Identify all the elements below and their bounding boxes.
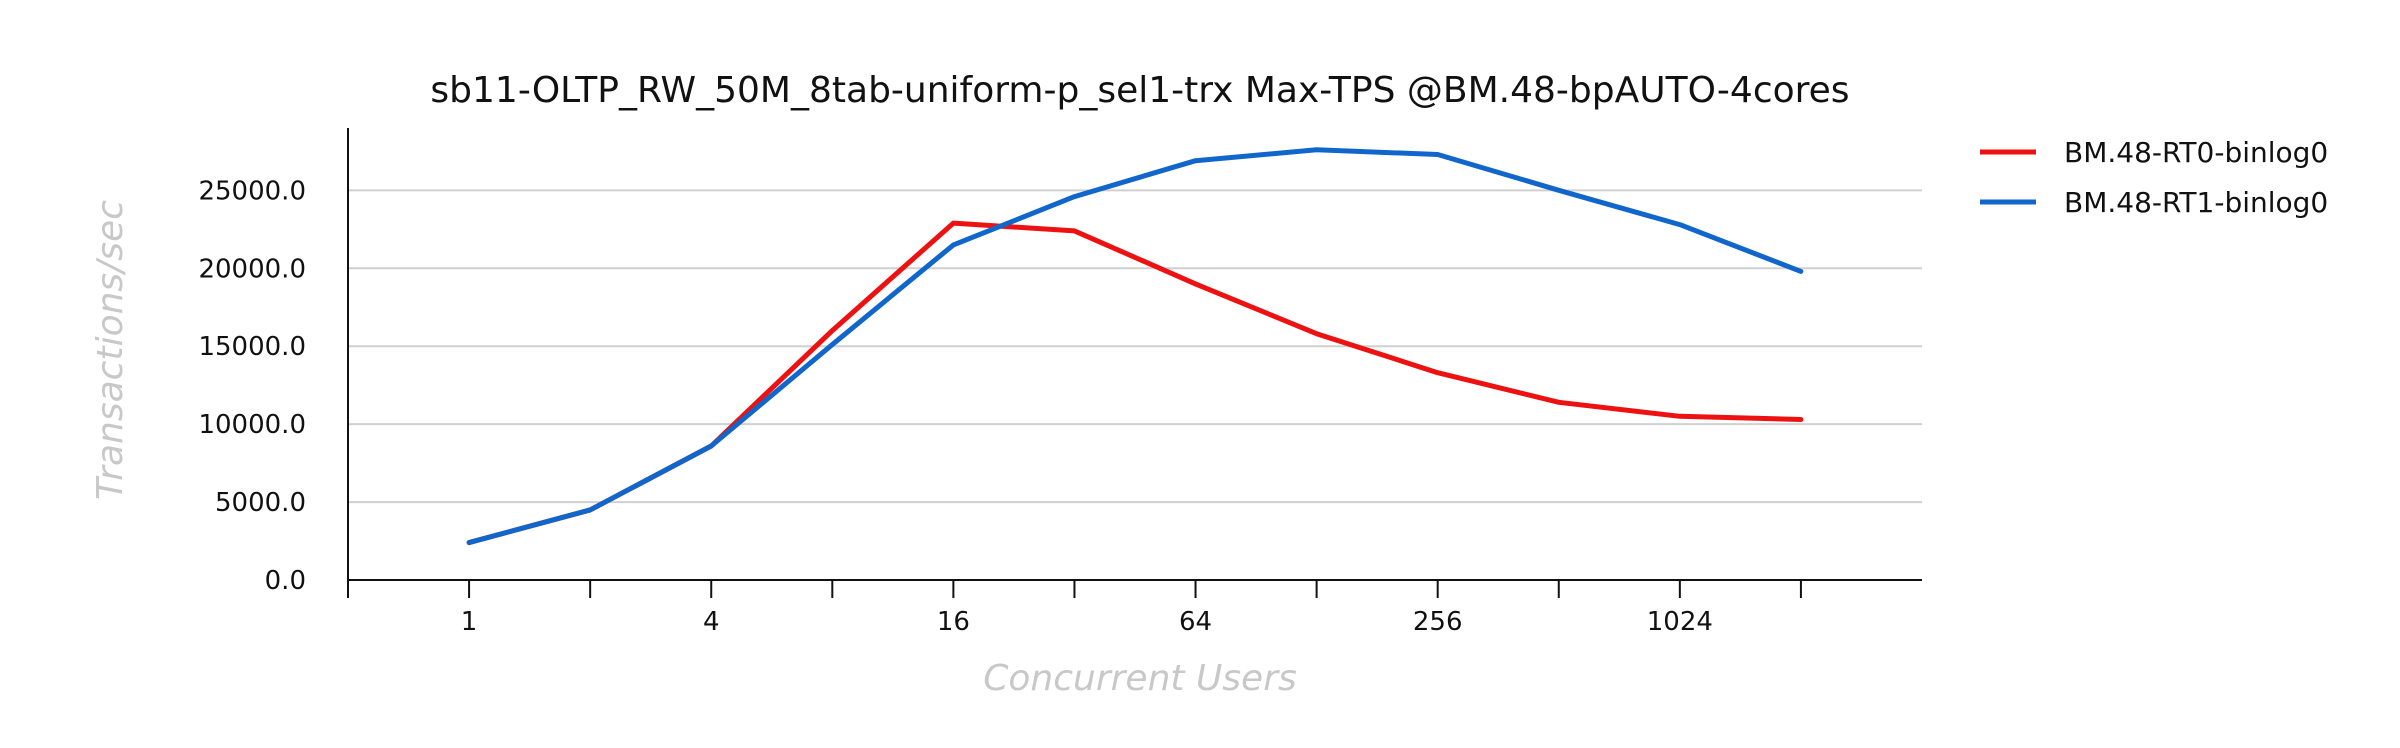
series-line-2 <box>466 147 1804 546</box>
series-lines <box>466 147 1804 546</box>
x-tick-label: 256 <box>1413 607 1463 637</box>
y-axis-label: Transactions/sec <box>90 200 131 500</box>
x-tick-label: 1024 <box>1647 607 1713 637</box>
x-tick-label: 1 <box>461 607 478 637</box>
legend: BM.48-RT0-binlog0 BM.48-RT1-binlog0 <box>1980 136 2328 219</box>
y-tick-label: 5000.0 <box>215 488 306 518</box>
chart-title: sb11-OLTP_RW_50M_8tab-uniform-p_sel1-trx… <box>430 70 1849 111</box>
x-axis-label: Concurrent Users <box>983 658 1297 699</box>
grid-lines <box>348 189 1922 504</box>
y-tick-label: 25000.0 <box>198 176 306 206</box>
series-line-1 <box>466 220 1804 546</box>
legend-label: BM.48-RT0-binlog0 <box>2064 136 2328 169</box>
legend-label: BM.48-RT1-binlog0 <box>2064 186 2328 219</box>
x-tick-label: 4 <box>703 607 720 637</box>
y-tick-label: 10000.0 <box>198 410 306 440</box>
y-tick-label: 15000.0 <box>198 332 306 362</box>
axes: 0.0 5000.0 10000.0 15000.0 20000.0 25000.0 1 4 1… <box>198 128 1922 637</box>
x-tick-label: 64 <box>1179 607 1212 637</box>
x-tick-label: 16 <box>937 607 970 637</box>
y-tick-label: 20000.0 <box>198 254 306 284</box>
y-tick-label: 0.0 <box>265 566 306 596</box>
